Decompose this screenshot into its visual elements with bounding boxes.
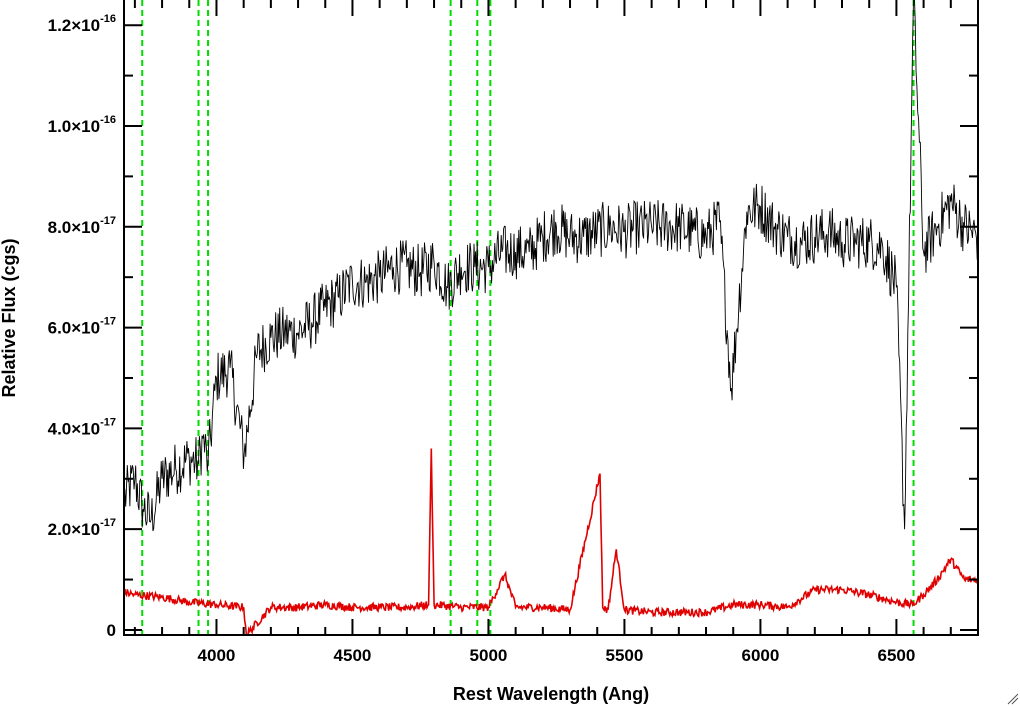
resize-grip-icon[interactable] — [1007, 693, 1019, 705]
ticks — [124, 0, 979, 635]
y-tick-label: 8.0×10-17 — [48, 215, 116, 237]
x-tick-label: 6000 — [742, 646, 780, 665]
x-tick-label: 5500 — [606, 646, 644, 665]
error-series-line — [124, 448, 978, 635]
y-tick-label: 4.0×10-17 — [48, 416, 116, 438]
emission-line-markers — [141, 0, 915, 635]
tick-labels: 4000 4500 5000 5500 6000 6500 0 2.0×10-17 4.0×10… — [48, 13, 916, 665]
x-tick-label: 4500 — [334, 646, 372, 665]
y-tick-label: 0 — [107, 621, 116, 640]
y-tick-label: 2.0×10-17 — [48, 517, 116, 539]
y-tick-label: 6.0×10-17 — [48, 316, 116, 338]
x-tick-label: 4000 — [198, 646, 236, 665]
y-tick-label: 1.0×10-16 — [48, 114, 116, 136]
series-layer — [124, 0, 978, 635]
y-tick-label: 1.2×10-16 — [48, 13, 116, 35]
x-axis-title: Rest Wavelength (Ang) — [453, 684, 649, 704]
plot-frame — [123, 0, 979, 636]
flux-series-line — [124, 0, 978, 532]
x-tick-label: 5000 — [470, 646, 508, 665]
y-axis-title: Relative Flux (cgs) — [0, 238, 19, 397]
axes — [123, 0, 979, 636]
x-tick-label: 6500 — [877, 646, 915, 665]
